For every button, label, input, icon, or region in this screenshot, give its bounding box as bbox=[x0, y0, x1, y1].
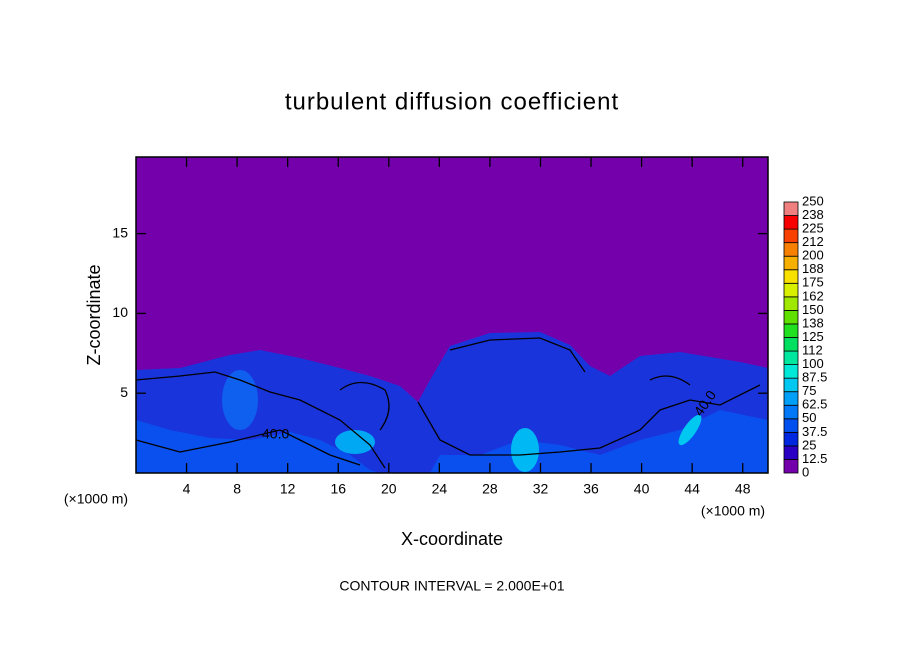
colorbar-label: 250 bbox=[802, 193, 824, 208]
field-region bbox=[136, 420, 380, 473]
colorbar-box bbox=[783, 350, 799, 365]
x-tick-label: 4 bbox=[183, 481, 191, 497]
colorbar-box bbox=[783, 269, 799, 284]
colorbar-box bbox=[783, 459, 799, 474]
x-tick-label: 16 bbox=[330, 481, 346, 497]
y-tick-label: 15 bbox=[112, 224, 128, 240]
colorbar-label: 238 bbox=[802, 207, 824, 222]
field bbox=[135, 157, 768, 473]
colorbar-box bbox=[783, 391, 799, 406]
colorbar-box bbox=[783, 255, 799, 271]
colorbar-label: 62.5 bbox=[802, 397, 827, 412]
colorbar-box bbox=[783, 309, 799, 325]
chart-title: turbulent diffusion coefficient bbox=[285, 88, 619, 115]
colorbar-label: 125 bbox=[802, 329, 824, 344]
contour-label: 40.0 bbox=[262, 426, 289, 442]
field-region bbox=[335, 430, 375, 454]
axes: 4 8 12 16 20 24 28 32 36 40 44 4851015012.52537.550… bbox=[112, 157, 827, 497]
field-region bbox=[678, 414, 702, 446]
colorbar-label: 75 bbox=[802, 383, 816, 398]
x-axis-label: X-coordinate bbox=[401, 529, 503, 549]
colorbar-box bbox=[783, 337, 799, 352]
contour-line bbox=[135, 337, 761, 469]
colorbar-label: 112 bbox=[802, 342, 823, 357]
colorbar-label: 138 bbox=[802, 315, 824, 330]
colorbar-label: 188 bbox=[802, 261, 824, 276]
colorbar-box bbox=[783, 201, 799, 216]
x-tick-label: 44 bbox=[684, 481, 700, 497]
colorbar-label: 100 bbox=[802, 356, 824, 371]
colorbar-label: 25 bbox=[802, 437, 816, 452]
colorbar-label: 150 bbox=[802, 302, 824, 317]
colorbar-box bbox=[783, 404, 799, 420]
colorbar-label: 212 bbox=[802, 234, 824, 249]
colorbar-box bbox=[783, 228, 799, 244]
colorbar-box bbox=[783, 323, 799, 338]
colorbar-box bbox=[783, 242, 799, 257]
y-unit: (×1000 m) bbox=[64, 491, 128, 507]
colorbar-box bbox=[783, 215, 799, 230]
x-tick-label: 32 bbox=[533, 481, 549, 497]
x-tick-label: 12 bbox=[280, 481, 296, 497]
field-region bbox=[222, 370, 258, 430]
colorbar-label: 0 bbox=[802, 464, 809, 479]
colorbar-label: 87.5 bbox=[802, 370, 827, 385]
colorbar-label: 12.5 bbox=[802, 451, 827, 466]
x-tick-label: 48 bbox=[735, 481, 751, 497]
x-tick-label: 36 bbox=[583, 481, 599, 497]
plot-frame bbox=[135, 156, 769, 474]
y-axis-label: Z-coordinate bbox=[84, 264, 104, 365]
x-unit: (×1000 m) bbox=[701, 503, 765, 519]
x-tick-label: 40 bbox=[634, 481, 650, 497]
footer-note: CONTOUR INTERVAL = 2.000E+01 bbox=[339, 578, 564, 594]
colorbar-label: 200 bbox=[802, 248, 824, 263]
y-tick-label: 5 bbox=[120, 384, 128, 400]
colorbar-box bbox=[783, 364, 799, 379]
colorbar-box bbox=[783, 282, 799, 298]
colorbar-label: 37.5 bbox=[802, 424, 827, 439]
colorbar-box bbox=[783, 431, 799, 447]
colorbar-label: 50 bbox=[802, 410, 816, 425]
colorbar-box bbox=[783, 418, 799, 433]
x-tick-label: 24 bbox=[432, 481, 448, 497]
x-tick-label: 28 bbox=[482, 481, 498, 497]
colorbar-label: 225 bbox=[802, 221, 824, 236]
x-tick-label: 8 bbox=[233, 481, 241, 497]
y-tick-label: 10 bbox=[112, 304, 128, 320]
colorbar-box bbox=[783, 296, 799, 311]
x-tick-label: 20 bbox=[381, 481, 397, 497]
colorbar-label: 175 bbox=[802, 275, 824, 290]
colorbar-label: 162 bbox=[802, 288, 824, 303]
colorbar-box bbox=[783, 377, 799, 393]
colorbar-box bbox=[783, 445, 799, 460]
field-region bbox=[511, 428, 539, 472]
